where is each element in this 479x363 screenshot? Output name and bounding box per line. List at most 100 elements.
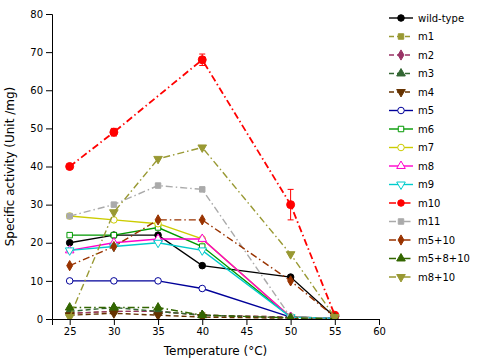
series-line — [70, 239, 335, 318]
legend-label: m11 — [418, 216, 440, 227]
y-tick-label: 30 — [30, 199, 43, 210]
point — [155, 183, 160, 188]
x-tick-label: 25 — [64, 326, 77, 337]
x-tick: 45 — [241, 319, 254, 337]
legend-item: m3 — [389, 68, 434, 79]
point — [198, 234, 207, 241]
x-tick: 35 — [152, 319, 165, 337]
point — [154, 156, 163, 163]
series-line — [70, 228, 335, 319]
y-tick: 20 — [30, 237, 52, 248]
y-tick-mark — [46, 128, 52, 129]
y-tick-label: 70 — [30, 47, 43, 58]
point — [331, 314, 340, 319]
plot-area — [65, 54, 339, 319]
y-tick-label: 50 — [30, 123, 43, 134]
point — [67, 213, 72, 218]
point — [111, 278, 118, 285]
point — [198, 248, 207, 255]
x-axis-title: Temperature (°C) — [163, 344, 268, 358]
point — [200, 187, 205, 192]
y-axis-title: Specific activity (Unit /mg) — [3, 87, 17, 247]
series-line — [70, 147, 335, 317]
point — [110, 303, 119, 310]
legend-item: m8 — [389, 161, 434, 172]
point — [110, 128, 118, 136]
y-tick: 40 — [30, 161, 52, 172]
legend-item: wild-type — [389, 13, 464, 24]
point — [199, 285, 206, 292]
point — [154, 313, 163, 319]
point — [288, 276, 294, 286]
legend-marker — [398, 34, 403, 39]
y-tick-label: 0 — [37, 314, 43, 325]
legend-label: m4 — [418, 87, 434, 98]
legend-item: m6 — [389, 124, 434, 135]
y-tick-mark — [46, 14, 52, 15]
error-bar — [288, 189, 294, 220]
x-tick-mark — [114, 319, 115, 325]
y-tick-label: 40 — [30, 161, 43, 172]
y-tick-mark — [46, 52, 52, 53]
series — [67, 215, 338, 319]
point — [65, 248, 74, 255]
legend-label: m9 — [418, 179, 434, 190]
series — [67, 225, 338, 319]
x-tick-mark — [379, 319, 380, 325]
x-axis: 25 30 35 40 45 50 55 60 — [53, 319, 386, 337]
legend-label: m6 — [418, 124, 434, 135]
series-line — [70, 308, 335, 319]
x-tick: 30 — [108, 319, 121, 337]
legend-label: m2 — [418, 50, 434, 61]
y-tick: 70 — [30, 47, 52, 58]
x-tick-label: 30 — [108, 326, 121, 337]
legend-label: m10 — [418, 198, 440, 209]
x-tick: 55 — [329, 319, 342, 337]
point — [286, 312, 295, 319]
legend-marker — [398, 107, 405, 114]
y-axis-line — [46, 15, 53, 320]
y-tick-label: 20 — [30, 237, 43, 248]
y-tick: 0 — [37, 314, 52, 325]
y-tick: 30 — [30, 199, 52, 210]
legend-marker — [398, 144, 405, 151]
y-tick: 50 — [30, 123, 52, 134]
x-tick: 50 — [285, 319, 298, 337]
legend-label: m5+8+10 — [418, 253, 470, 264]
y-tick: 10 — [30, 276, 52, 287]
series — [66, 213, 338, 319]
plot-root: 25 30 35 40 45 50 55 60 0 10 20 30 40 50 60 70 80 — [30, 9, 386, 337]
y-tick-mark — [46, 243, 52, 244]
x-tick-mark — [202, 319, 203, 325]
legend-item: m5+8+10 — [389, 253, 470, 264]
x-tick-label: 45 — [241, 326, 254, 337]
legend-marker — [397, 275, 406, 282]
point — [110, 311, 119, 318]
y-tick: 60 — [30, 85, 52, 96]
point — [331, 314, 340, 319]
legend-label: m1 — [418, 31, 434, 42]
y-tick-label: 60 — [30, 85, 43, 96]
legend-item: m8+10 — [389, 272, 455, 283]
legend-marker — [397, 69, 406, 76]
x-tick-label: 60 — [373, 326, 386, 337]
y-tick-mark — [46, 281, 52, 282]
point — [65, 303, 74, 310]
point — [154, 240, 163, 247]
point — [154, 303, 163, 310]
point — [67, 232, 72, 237]
series — [66, 232, 338, 319]
x-tick-mark — [246, 319, 247, 325]
point — [198, 310, 207, 317]
series — [66, 54, 339, 319]
x-tick-label: 40 — [196, 326, 209, 337]
point — [66, 278, 73, 285]
legend-marker — [397, 182, 406, 189]
legend-item: m2 — [389, 50, 434, 61]
point — [110, 303, 119, 310]
point — [198, 56, 206, 64]
y-tick-label: 80 — [30, 9, 43, 20]
point — [155, 215, 161, 225]
series-line — [70, 186, 335, 319]
x-tick-mark — [70, 319, 71, 325]
